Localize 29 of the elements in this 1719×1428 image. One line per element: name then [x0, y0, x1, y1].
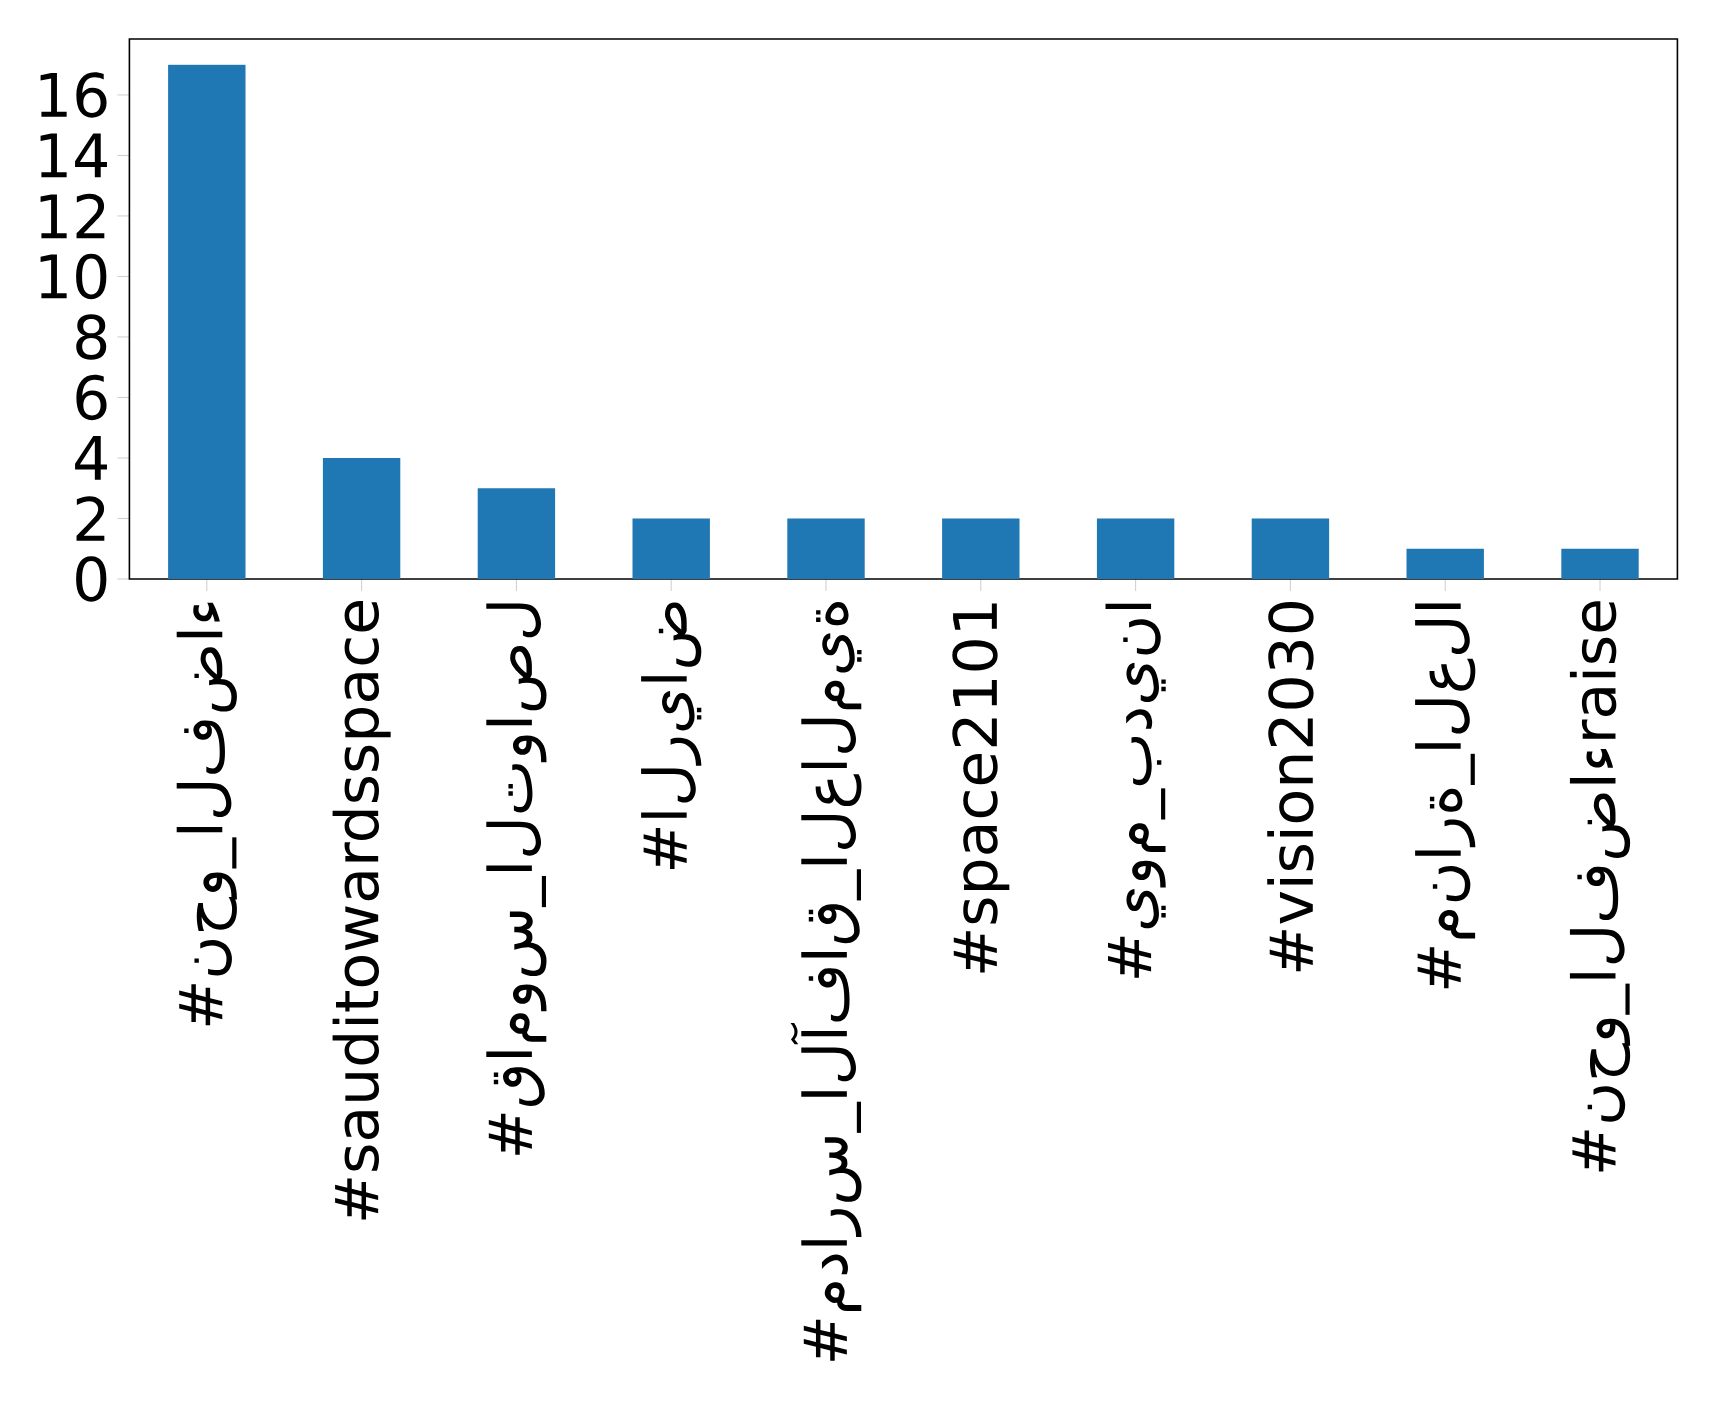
x-tick-label: #مدارس_الآفاق_العالمية [790, 602, 862, 1361]
x-tick-label: #space2101 [952, 603, 1010, 973]
x-tick-label: #منارة_العلا [1415, 603, 1476, 989]
bar [1561, 548, 1639, 579]
bar [477, 488, 556, 579]
x-tick-label: #قاموس_التواصل [486, 603, 547, 1155]
x-tick-label: #sauditowardsspace [332, 601, 391, 1220]
y-tick-label: 2 [76, 496, 105, 541]
y-tick-label: 16 [40, 72, 107, 118]
y-tick-label: 0 [76, 556, 107, 602]
bar [787, 518, 865, 579]
y-tick-label: 8 [76, 314, 107, 360]
y-tick-label: 10 [40, 253, 107, 300]
x-tick-label: #يوم_بدينا [1105, 603, 1166, 978]
y-tick-label: 4 [75, 436, 107, 480]
x-tick-label: #نحو_الفضاءraise [1569, 601, 1631, 1172]
y-tick-label: 12 [40, 193, 105, 239]
bar [322, 457, 401, 579]
y-tick-label: 6 [76, 374, 107, 421]
bar [1096, 518, 1175, 579]
bar [1251, 518, 1330, 579]
x-tick-label: #vision2030 [1267, 602, 1314, 972]
bar [1406, 548, 1484, 579]
bar [942, 518, 1020, 579]
x-tick-label: #الرياض [641, 602, 702, 870]
bar [632, 518, 710, 579]
y-tick-label: 14 [40, 133, 107, 178]
bar [168, 64, 246, 579]
x-tick-label: #نحو_الفضاء [176, 602, 237, 1026]
